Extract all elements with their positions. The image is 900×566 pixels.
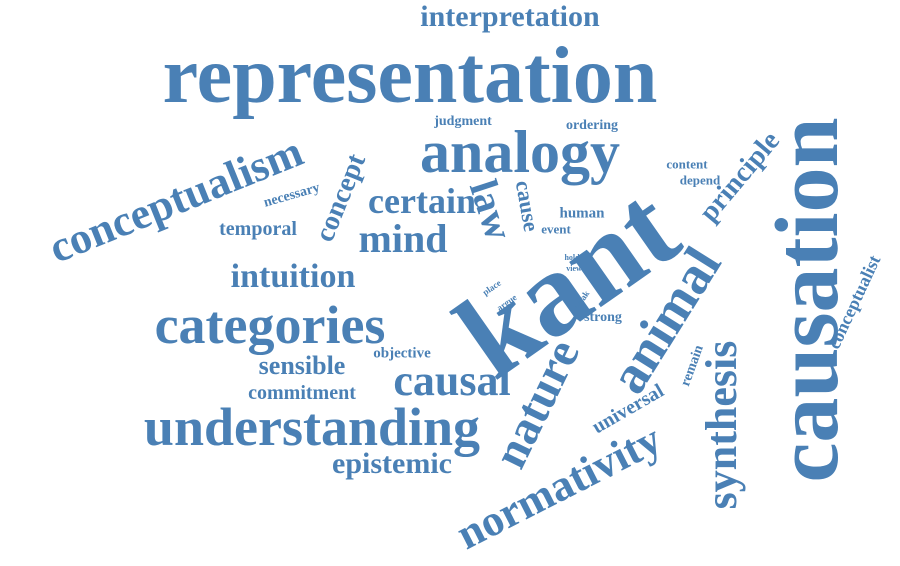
word-epistemic: epistemic [332,447,452,480]
word-objective: objective [373,345,431,362]
word-human: human [559,205,605,222]
word-analogy: analogy [419,119,621,185]
word-view: view [566,264,582,273]
word-normativity: normativity [448,414,669,559]
word-mind: mind [358,216,448,261]
word-judgment: judgment [434,114,492,129]
word-event: event [541,221,571,237]
word-commitment: commitment [248,382,356,404]
word-representation: representation [162,32,658,120]
word-causation: causation [758,117,857,483]
word-interpretation: interpretation [420,0,600,33]
word-ordering: ordering [565,118,619,133]
word-sensible: sensible [258,351,346,380]
word-intuition: intuition [230,258,356,295]
word-temporal: temporal [219,218,297,240]
word-synthesis: synthesis [697,340,746,510]
word-certain: certain [368,181,476,221]
word-hold: hold [564,253,580,262]
word-categories: categories [154,295,386,355]
word-content: content [666,156,708,172]
word-strong: strong [584,310,622,325]
word-depend: depend [679,172,721,188]
word-causal: causal [393,356,511,405]
word-understanding: understanding [143,397,481,457]
